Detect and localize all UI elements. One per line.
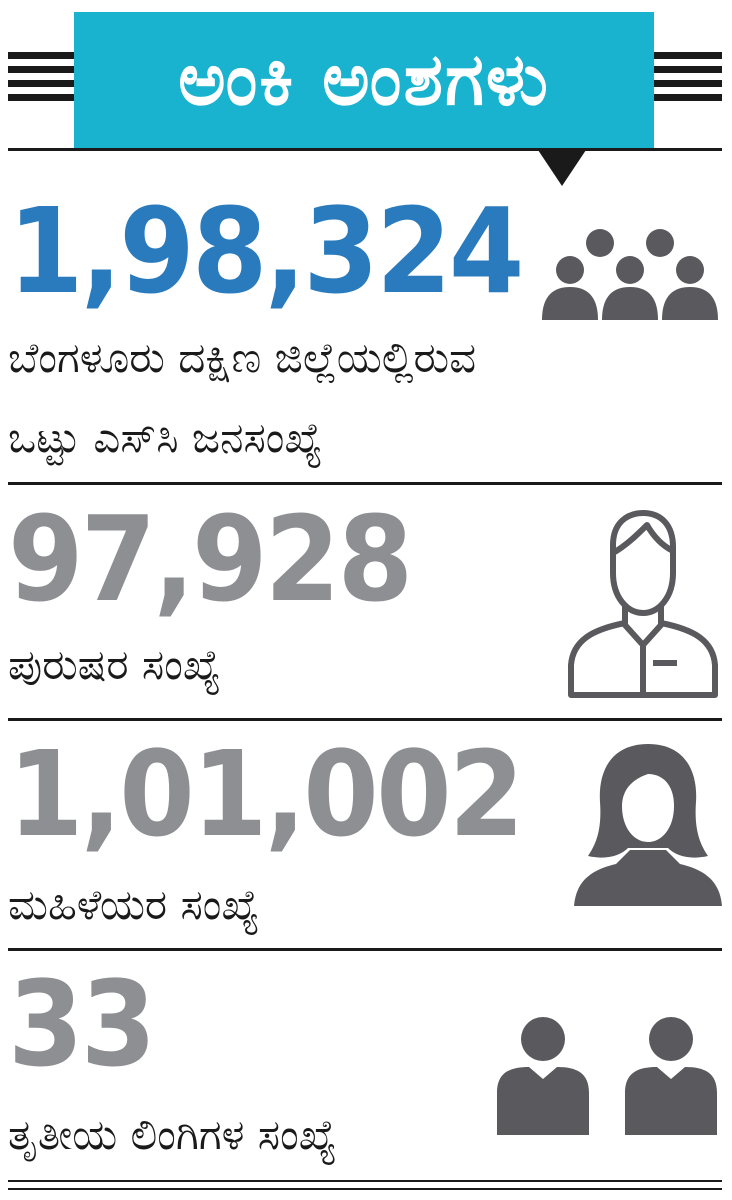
stat-female-label: ಮಹಿಳೆಯರ ಸಂಖ್ಯೆ [8,880,260,929]
stat-third-gender-number: 33 [8,955,156,1093]
group-icon [542,229,718,320]
stat-total-label-line1: ಬೆಂಗಳೂರು ದಕ್ಷಿಣ ಜಿಲ್ಲೆಯಲ್ಲಿರುವ [8,333,477,382]
woman-icon [574,744,722,906]
page-title: ಅಂಕಿ ಅಂಶಗಳು [178,37,550,121]
header-stripes-right [654,52,722,108]
two-people-icon [497,1017,717,1135]
divider [8,948,722,951]
header-banner: ಅಂಕಿ ಅಂಶಗಳು [74,12,654,148]
divider [8,718,722,721]
pointer-arrow-icon [538,150,586,186]
stat-male-number: 97,928 [8,490,413,628]
bottom-divider [8,1180,722,1182]
header-stripes-left [8,52,74,108]
stat-female-number: 1,01,002 [8,725,524,863]
stat-total-number: 1,98,324 [8,182,524,320]
bottom-divider [8,1188,722,1190]
divider [8,482,722,485]
stat-total-label-line2: ಒಟ್ಟು ಎಸ್‌ಸಿ ಜನಸಂಖ್ಯೆ [8,413,323,462]
divider [8,148,722,151]
man-icon [568,510,718,698]
stat-male-label: ಪುರುಷರ ಸಂಖ್ಯೆ [8,640,221,689]
stat-third-gender-label: ತೃತೀಯ ಲಿಂಗಿಗಳ ಸಂಖ್ಯೆ [8,1110,337,1159]
